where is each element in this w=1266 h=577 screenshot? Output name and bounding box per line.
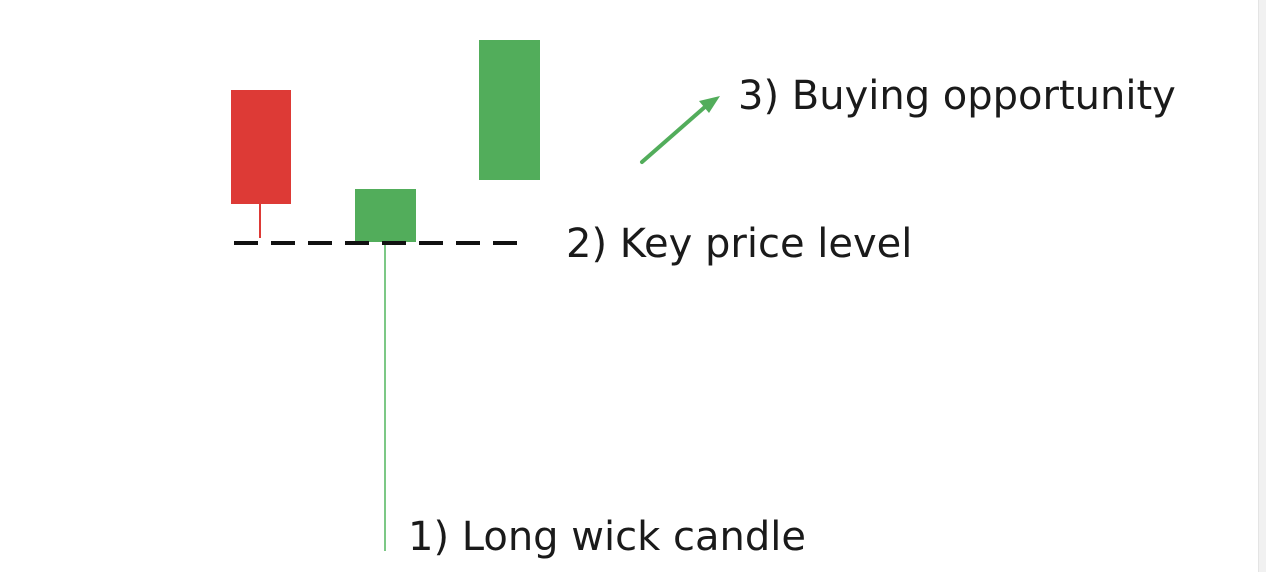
- key-price-level-label: 2) Key price level: [566, 221, 913, 267]
- buying-arrow-icon: [640, 96, 720, 164]
- long-wick-candle-label: 1) Long wick candle: [408, 514, 806, 560]
- bearish-candle-body: [231, 90, 291, 204]
- buying-opportunity-label: 3) Buying opportunity: [738, 73, 1176, 119]
- page-edge: [1258, 0, 1266, 572]
- long-wick-candle-body: [355, 189, 416, 242]
- breakout-candle-body: [479, 40, 540, 180]
